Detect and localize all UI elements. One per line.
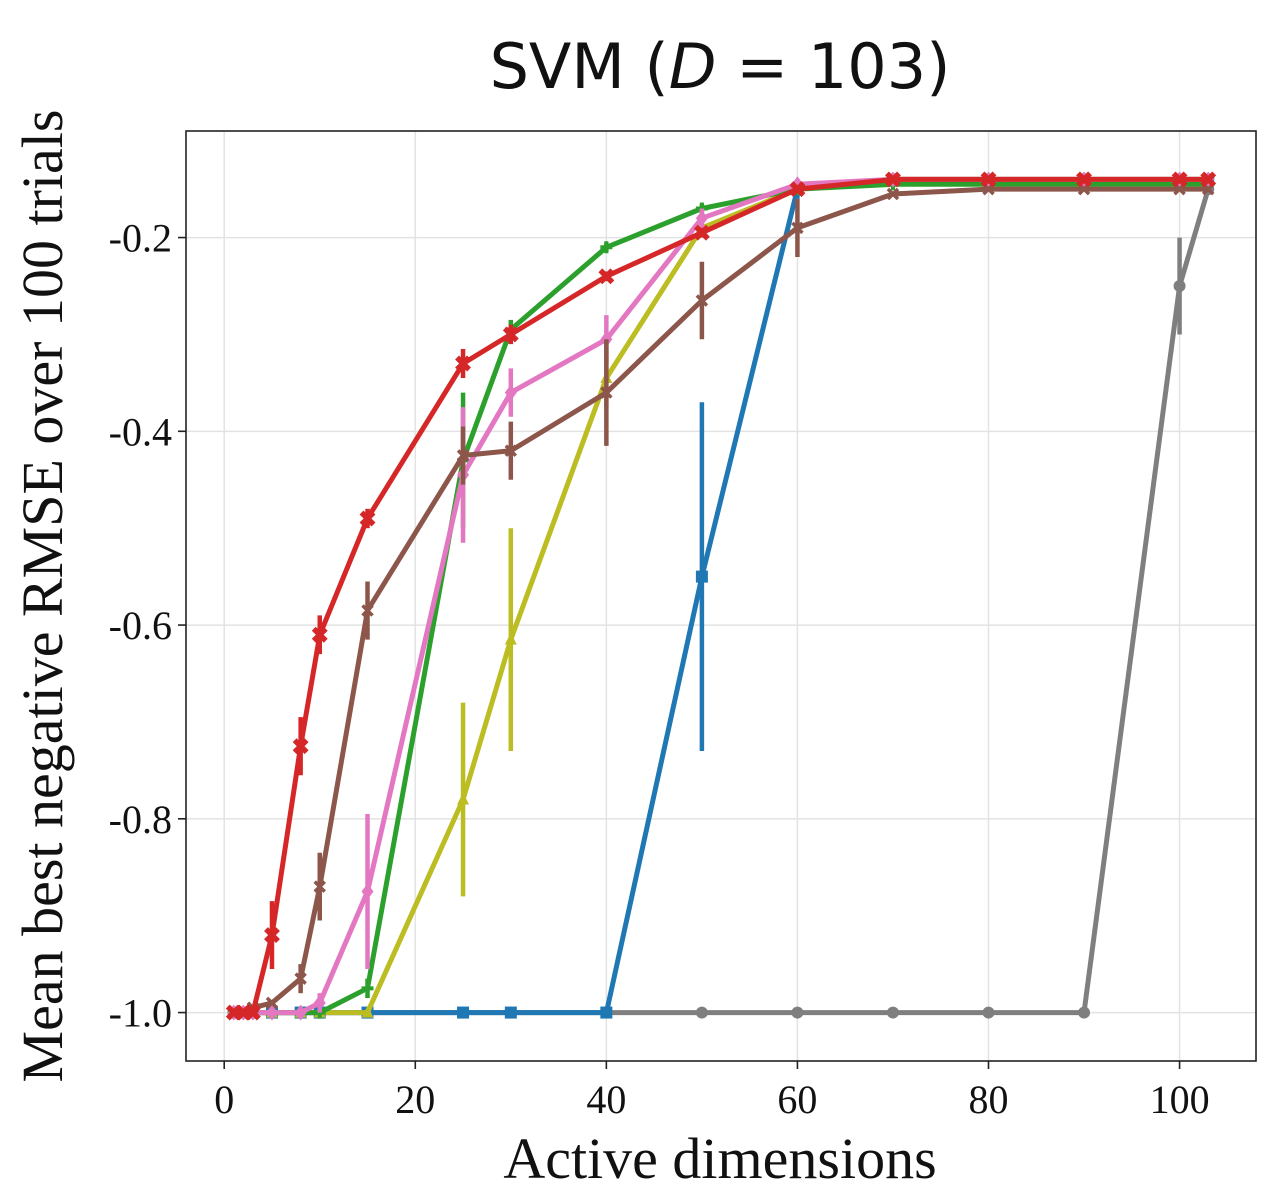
y-tick-label: -0.2 bbox=[109, 216, 172, 261]
x-tick-label: 40 bbox=[586, 1077, 626, 1122]
data-point bbox=[457, 1006, 470, 1019]
data-point bbox=[1078, 1006, 1091, 1019]
data-point bbox=[695, 1006, 708, 1019]
series-line bbox=[231, 176, 1211, 1016]
data-point bbox=[886, 1006, 899, 1019]
y-tick-label: -0.4 bbox=[109, 409, 172, 454]
series-layer bbox=[225, 171, 1217, 1021]
x-tick-label: 100 bbox=[1150, 1077, 1210, 1122]
data-point bbox=[982, 1006, 995, 1019]
series-brown bbox=[227, 182, 1215, 1019]
y-axis-label: Mean best negative RMSE over 100 trials bbox=[10, 110, 75, 1083]
data-point bbox=[265, 1004, 278, 1021]
series-line bbox=[231, 186, 1211, 1016]
series-red bbox=[225, 171, 1217, 1021]
data-point bbox=[1200, 171, 1217, 188]
data-point bbox=[885, 171, 901, 188]
data-point bbox=[600, 1006, 613, 1019]
data-point bbox=[361, 1005, 374, 1018]
y-tick-label: -0.8 bbox=[109, 797, 172, 842]
data-point bbox=[791, 1006, 804, 1019]
data-point bbox=[456, 449, 470, 462]
series-line bbox=[231, 181, 1211, 1016]
data-point bbox=[600, 386, 613, 399]
data-point bbox=[693, 224, 710, 241]
data-point bbox=[504, 444, 518, 457]
data-point bbox=[361, 604, 374, 617]
data-point bbox=[311, 626, 328, 643]
plot-frame bbox=[185, 130, 1257, 1062]
data-point bbox=[265, 996, 279, 1010]
chart-title-prefix: SVM ( bbox=[490, 30, 669, 103]
data-point bbox=[292, 738, 309, 755]
x-tick-label: 0 bbox=[214, 1077, 234, 1122]
series-line bbox=[231, 176, 1211, 1016]
data-point bbox=[504, 384, 517, 401]
data-point bbox=[294, 972, 307, 985]
data-point bbox=[313, 880, 326, 893]
data-point bbox=[361, 883, 374, 900]
data-point bbox=[313, 994, 326, 1011]
x-tick-label: 80 bbox=[969, 1077, 1009, 1122]
data-point bbox=[1171, 171, 1188, 188]
chart-title: SVM (D = 103) bbox=[490, 30, 951, 103]
y-tick-label: -1.0 bbox=[109, 991, 172, 1036]
series-line bbox=[231, 176, 1211, 1016]
data-point bbox=[695, 210, 708, 227]
data-point bbox=[791, 221, 804, 235]
data-point bbox=[264, 927, 280, 944]
data-point bbox=[502, 326, 519, 343]
data-point bbox=[294, 1004, 307, 1021]
data-point bbox=[1173, 280, 1186, 292]
data-point bbox=[457, 792, 470, 805]
chart-title-variable: D bbox=[669, 30, 717, 103]
x-axis-label: Active dimensions bbox=[503, 1126, 936, 1191]
data-point bbox=[886, 187, 900, 201]
data-point bbox=[504, 632, 517, 645]
data-point bbox=[695, 570, 708, 583]
series-line bbox=[231, 186, 1211, 1016]
data-point bbox=[504, 1006, 517, 1019]
x-tick-label: 60 bbox=[777, 1077, 817, 1122]
data-point bbox=[600, 241, 613, 254]
data-point bbox=[359, 510, 376, 527]
x-tick-label: 20 bbox=[395, 1077, 435, 1122]
series-line bbox=[231, 176, 1211, 1016]
chart-title-suffix: = 103) bbox=[717, 30, 951, 103]
data-point bbox=[361, 982, 374, 995]
y-tick-label: -0.6 bbox=[109, 603, 172, 648]
data-point bbox=[980, 171, 997, 188]
axis-ticks: 0 20 40 60 80 100 -1.0 -0.8 -0.6 -0.4 -0.2 bbox=[109, 216, 1210, 1122]
data-point bbox=[789, 181, 806, 198]
data-point bbox=[455, 355, 471, 372]
data-point bbox=[1076, 171, 1092, 188]
data-point bbox=[244, 1004, 261, 1021]
data-point bbox=[695, 294, 709, 307]
data-point bbox=[598, 268, 615, 285]
